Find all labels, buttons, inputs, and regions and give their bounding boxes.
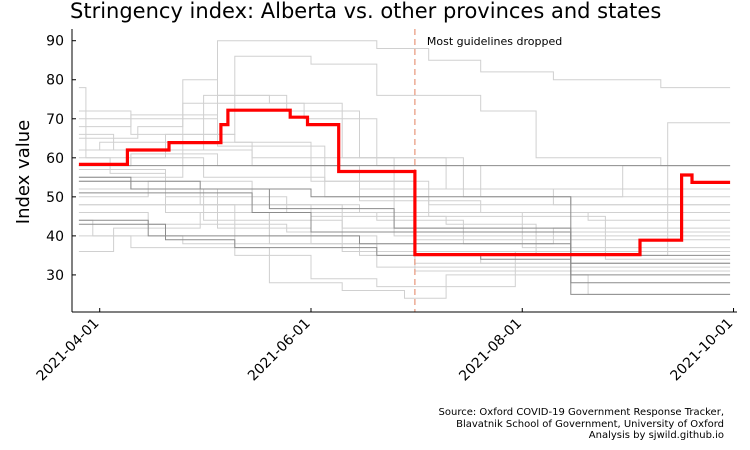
x-tick-label: 2021-04-01 — [34, 316, 103, 385]
source-note-line: Analysis by sjwild.github.io — [588, 430, 724, 441]
background-series-line — [78, 180, 731, 264]
background-series-line — [78, 55, 731, 167]
background-series-line — [78, 153, 731, 213]
x-tick-label: 2021-10-01 — [667, 315, 736, 384]
annotation-label: Most guidelines dropped — [427, 35, 562, 48]
source-note-line: Blavatnik School of Government, Universi… — [456, 418, 724, 430]
background-series-line — [78, 122, 731, 256]
background-series-line — [78, 110, 731, 237]
alberta-series — [78, 108, 731, 257]
y-axis-label: Index value — [13, 120, 34, 224]
background-series-line — [78, 40, 731, 178]
background-series-line — [78, 223, 731, 264]
x-tick-label: 2021-08-01 — [456, 316, 525, 385]
background-series-line — [78, 219, 731, 276]
background-series-line — [78, 192, 731, 295]
chart-title: Stringency index: Alberta vs. other prov… — [70, 0, 661, 23]
alberta-series-line — [78, 108, 731, 257]
y-tick-labels: 30 40 50 60 70 80 90 — [46, 34, 76, 284]
axes — [71, 29, 737, 313]
x-tick-label: 2021-06-01 — [245, 316, 314, 385]
source-note: Source: Oxford COVID-19 Government Respo… — [439, 407, 724, 442]
background-series-line — [78, 169, 731, 233]
background-series-line — [78, 114, 731, 206]
background-series-line — [78, 133, 731, 249]
x-tick-labels: 2021-04-01 2021-06-01 2021-08-01 2021-10-01 — [34, 308, 736, 385]
background-series-dark — [78, 165, 731, 295]
background-series-line — [78, 94, 731, 206]
y-tick-label: 60 — [46, 151, 64, 167]
y-tick-label: 90 — [46, 34, 64, 50]
y-tick-label: 50 — [46, 190, 64, 206]
background-series-line — [78, 235, 731, 264]
background-series-light — [78, 40, 731, 299]
background-series-line — [78, 204, 731, 288]
y-tick-label: 30 — [46, 268, 64, 284]
y-tick-label: 80 — [46, 73, 64, 89]
source-note-line: Source: Oxford COVID-19 Government Respo… — [438, 407, 724, 418]
y-tick-label: 40 — [46, 229, 64, 245]
y-tick-label: 70 — [46, 112, 64, 128]
